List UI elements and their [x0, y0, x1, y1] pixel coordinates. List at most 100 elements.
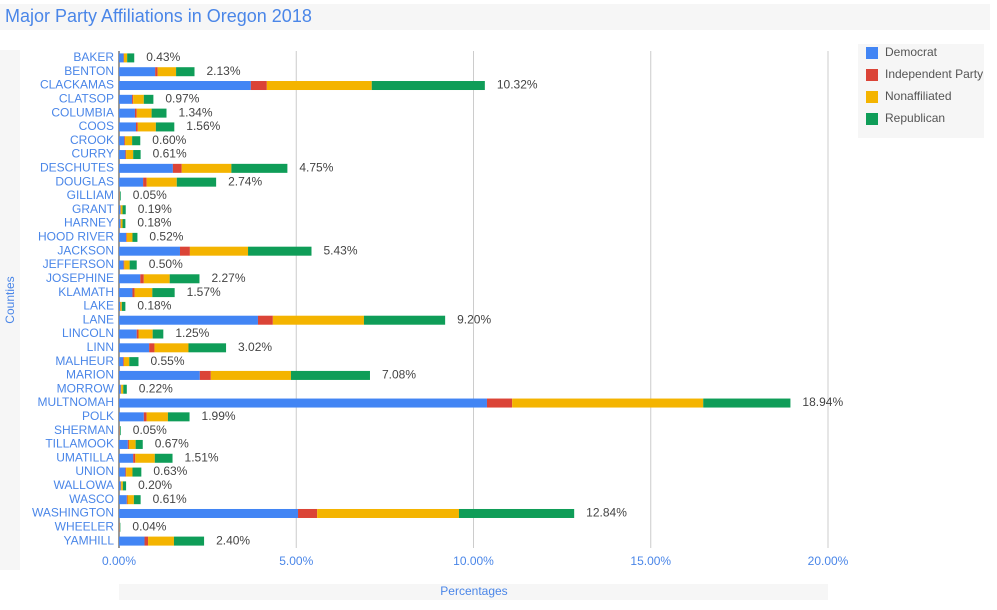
bar-segment — [119, 301, 121, 311]
bar-segment — [119, 495, 127, 505]
bar-segment — [122, 205, 126, 215]
bar-segment — [154, 453, 173, 463]
bar-segment — [119, 370, 200, 380]
bar-segment — [122, 481, 127, 491]
bar-segment — [371, 81, 485, 91]
bar-segment — [126, 467, 133, 477]
bar-segment — [132, 288, 135, 298]
bar-segment — [126, 232, 133, 242]
bar-segment — [134, 288, 153, 298]
bar-segment — [119, 357, 124, 367]
bar-segment — [155, 67, 158, 77]
bar-segment — [120, 205, 123, 215]
bar-segment — [458, 508, 575, 518]
y-tick-label: MULTNOMAH — [38, 395, 114, 409]
bar-segment — [138, 329, 153, 339]
bar-segment — [125, 136, 133, 146]
total-label: 0.18% — [137, 216, 171, 230]
total-label: 0.43% — [146, 50, 180, 64]
legend-swatch — [866, 113, 878, 125]
legend-background — [858, 44, 984, 138]
y-tick-label: HOOD RIVER — [38, 230, 114, 244]
bar-segment — [119, 384, 121, 394]
bar-segment — [290, 370, 370, 380]
bar-segment — [146, 177, 177, 187]
y-tick-label: MARION — [66, 368, 114, 382]
bar-segment — [189, 246, 249, 256]
bar-segment — [119, 467, 126, 477]
bar-segment — [152, 288, 175, 298]
bar-segment — [126, 495, 128, 505]
total-label: 0.19% — [138, 202, 172, 216]
bar-segment — [132, 232, 138, 242]
bar-segment — [119, 163, 173, 173]
y-tick-label: WHEELER — [55, 519, 115, 533]
legend-label: Democrat — [885, 45, 938, 59]
y-tick-label: JACKSON — [57, 243, 114, 257]
y-tick-label: MALHEUR — [55, 354, 114, 368]
bar-segment — [257, 315, 273, 325]
total-label: 5.43% — [323, 243, 357, 257]
bar-segment — [136, 122, 138, 132]
total-label: 0.97% — [165, 91, 199, 105]
y-tick-label: LAKE — [83, 299, 114, 313]
total-label: 0.22% — [139, 381, 173, 395]
bar-segment — [119, 150, 126, 160]
bar-segment — [119, 260, 124, 270]
bar-segment — [120, 191, 121, 201]
y-tick-label: SHERMAN — [54, 423, 114, 437]
total-label: 0.67% — [155, 437, 189, 451]
total-label: 1.99% — [202, 409, 236, 423]
bar-segment — [119, 219, 121, 229]
bar-segment — [123, 357, 130, 367]
total-label: 12.84% — [586, 506, 627, 520]
bar-segment — [486, 398, 513, 408]
y-tick-label: CLATSOP — [59, 91, 114, 105]
bar-segment — [143, 412, 147, 422]
total-label: 0.50% — [149, 257, 183, 271]
bar-segment — [119, 81, 251, 91]
bar-segment — [123, 357, 124, 367]
bar-segment — [172, 163, 182, 173]
bar-segment — [210, 370, 291, 380]
bar-segment — [132, 467, 142, 477]
bar-segment — [119, 274, 141, 284]
y-tick-label: LINCOLN — [62, 326, 114, 340]
bar-segment — [144, 536, 149, 546]
bar-segment — [317, 508, 459, 518]
y-tick-label: GILLIAM — [67, 188, 114, 202]
x-tick-label: 10.00% — [453, 554, 494, 568]
bar-segment — [124, 260, 130, 270]
y-tick-label: GRANT — [72, 202, 115, 216]
y-tick-label: JOSEPHINE — [46, 271, 114, 285]
bar-segment — [123, 260, 125, 270]
bar-segment — [128, 439, 136, 449]
bar-segment — [188, 343, 227, 353]
y-tick-label: LANE — [83, 312, 114, 326]
bar-segment — [703, 398, 791, 408]
bar-segment — [143, 177, 147, 187]
bar-segment — [119, 453, 134, 463]
bar-segment — [119, 205, 121, 215]
legend-swatch — [866, 91, 878, 103]
y-tick-label: POLK — [82, 409, 114, 423]
total-label: 2.27% — [211, 271, 245, 285]
y-tick-label: DOUGLAS — [55, 174, 114, 188]
bar-segment — [231, 163, 288, 173]
bar-segment — [125, 150, 127, 160]
bar-segment — [136, 108, 152, 118]
bar-segment — [151, 108, 167, 118]
bar-segment — [119, 67, 156, 77]
bar-segment — [119, 108, 135, 118]
bar-segment — [119, 177, 144, 187]
chart-title: Major Party Affiliations in Oregon 2018 — [5, 6, 312, 26]
bar-segment — [119, 315, 258, 325]
title-background — [0, 4, 990, 30]
bar-segment — [155, 122, 175, 132]
bar-segment — [126, 150, 134, 160]
total-label: 0.61% — [153, 147, 187, 161]
bar-segment — [129, 260, 137, 270]
bar-segment — [119, 136, 125, 146]
y-axis-title: Counties — [3, 276, 17, 323]
